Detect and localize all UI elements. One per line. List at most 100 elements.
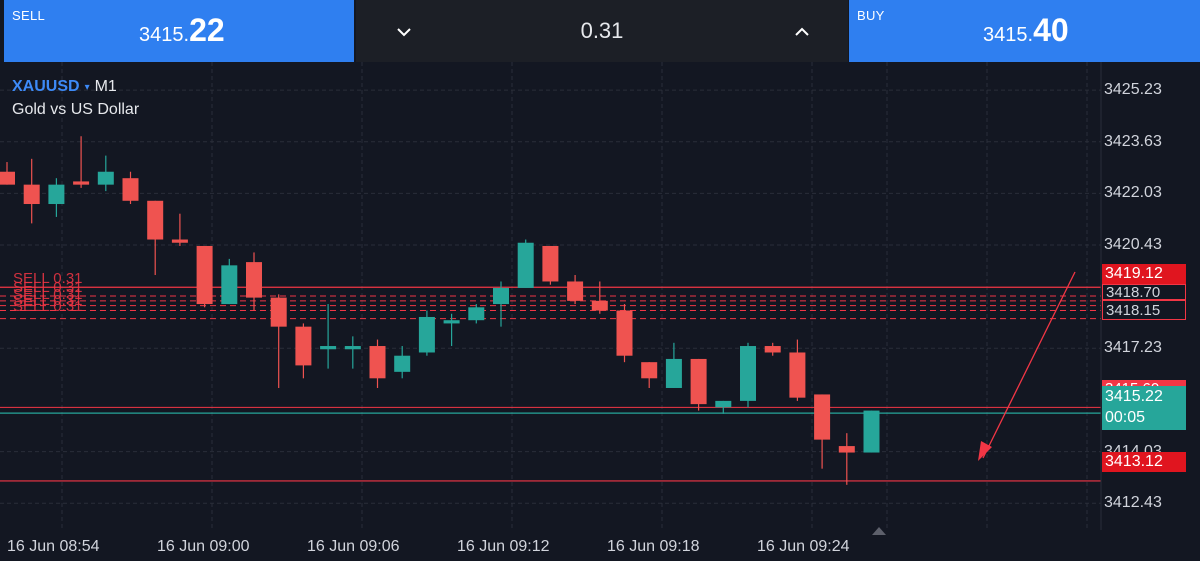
candle — [418, 310, 435, 356]
sell-price-big: 22 — [189, 12, 225, 48]
candle — [246, 252, 262, 311]
symbol-header: XAUUSD ▾ M1 — [12, 78, 117, 96]
candle-body — [97, 171, 114, 185]
order-tag-mid[interactable]: 3418.70 — [1102, 284, 1186, 301]
order-tag-low[interactable]: 3418.15 — [1102, 300, 1186, 320]
candle — [542, 245, 559, 285]
candle-body — [715, 400, 732, 408]
candle — [665, 342, 682, 388]
buy-price-big: 40 — [1033, 12, 1069, 48]
stop-loss-tag[interactable]: 3419.12 — [1102, 264, 1186, 284]
trendline-down — [982, 271, 1076, 459]
current-price-tag: 3415.22 00:05 — [1102, 386, 1186, 430]
candle-body — [567, 281, 584, 301]
candle-body — [221, 265, 238, 305]
candle-body — [764, 346, 781, 353]
candle-body — [641, 362, 658, 379]
candle-body — [171, 239, 188, 243]
scroll-handle-icon — [872, 527, 886, 535]
candle — [468, 304, 485, 324]
candle-body — [468, 307, 485, 321]
candle — [97, 155, 114, 192]
candle-body — [394, 355, 411, 372]
candle — [171, 213, 188, 246]
candle-body — [863, 410, 880, 453]
time-axis-label: 16 Jun 09:18 — [607, 538, 700, 555]
candle — [295, 323, 312, 379]
candle-body — [690, 358, 707, 405]
candle — [567, 275, 584, 305]
volume-decrease-button[interactable] — [384, 12, 424, 52]
candle-body — [122, 178, 139, 201]
price-axis-label: 3422.03 — [1104, 184, 1162, 202]
candle-body — [23, 184, 40, 205]
candle — [690, 358, 707, 411]
candle — [838, 433, 855, 485]
time-axis-label: 16 Jun 09:00 — [157, 538, 250, 555]
candle — [122, 171, 139, 205]
candle — [740, 342, 756, 408]
candle-body — [493, 287, 509, 305]
order-label: SELL 0.31 — [13, 286, 83, 303]
candle-body — [147, 200, 164, 240]
candle — [715, 400, 732, 414]
time-axis-label: 16 Jun 09:24 — [757, 538, 850, 555]
candle-body — [591, 300, 608, 311]
order-label: SELL 0.31 — [13, 298, 83, 315]
price-axis-label: 3417.23 — [1104, 339, 1162, 357]
candle-body — [369, 346, 386, 379]
candle — [863, 410, 880, 453]
candle-body — [616, 310, 633, 356]
candle — [764, 342, 781, 356]
chevron-down-icon — [397, 28, 411, 37]
candle — [493, 281, 509, 327]
candle — [641, 362, 658, 388]
candle-body — [73, 181, 90, 185]
candle-body — [838, 446, 855, 453]
candle-body — [740, 346, 756, 401]
candle — [221, 258, 238, 305]
ask-price-tag: 3415.60 — [1102, 380, 1186, 388]
candle — [789, 339, 806, 401]
time-axis-label: 16 Jun 09:06 — [307, 538, 400, 555]
symbol-ticker[interactable]: XAUUSD — [12, 78, 80, 95]
buy-price-main: 3415. — [983, 24, 1034, 46]
candle-body — [246, 262, 262, 298]
price-axis-label: 3412.43 — [1104, 494, 1162, 512]
buy-price: 3415.40 — [983, 12, 1069, 49]
candle — [369, 339, 386, 388]
trade-levels — [0, 286, 1101, 482]
volume-increase-button[interactable] — [782, 12, 822, 52]
symbol-description: Gold vs US Dollar — [12, 101, 140, 118]
candle — [320, 304, 337, 369]
sell-caption: SELL — [12, 8, 46, 23]
price-axis-label: 3423.63 — [1104, 132, 1162, 150]
trade-bar: SELL 3415.22 0.31 BUY 3415.40 — [0, 0, 1200, 62]
candle — [73, 136, 90, 188]
price-axis-label: 3420.43 — [1104, 236, 1162, 253]
price-axis-label: 3425.23 — [1104, 81, 1162, 99]
candle-body — [789, 352, 806, 398]
candle — [196, 245, 213, 308]
buy-caption: BUY — [857, 8, 885, 23]
current-price: 3415.22 — [1105, 388, 1163, 405]
sell-button[interactable]: SELL 3415.22 — [4, 0, 354, 62]
candle — [270, 294, 287, 388]
volume-value[interactable]: 0.31 — [580, 18, 624, 43]
candle-countdown: 00:05 — [1105, 409, 1146, 426]
candle — [48, 178, 65, 217]
timeframe-label[interactable]: M1 — [94, 78, 117, 95]
buy-button[interactable]: BUY 3415.40 — [849, 0, 1200, 62]
candle-body — [270, 297, 287, 327]
candle-body — [517, 242, 534, 288]
candle-body — [344, 346, 361, 350]
candle — [591, 281, 608, 314]
order-label: SELL 0.31 — [13, 270, 83, 287]
symbol-dropdown-icon[interactable]: ▾ — [84, 81, 90, 93]
take-profit-tag[interactable]: 3413.12 — [1102, 452, 1186, 472]
chart-grid — [0, 62, 1101, 530]
candle-body — [48, 184, 65, 205]
order-label: SELL 0.31 — [13, 292, 83, 309]
candle-body — [196, 245, 213, 305]
